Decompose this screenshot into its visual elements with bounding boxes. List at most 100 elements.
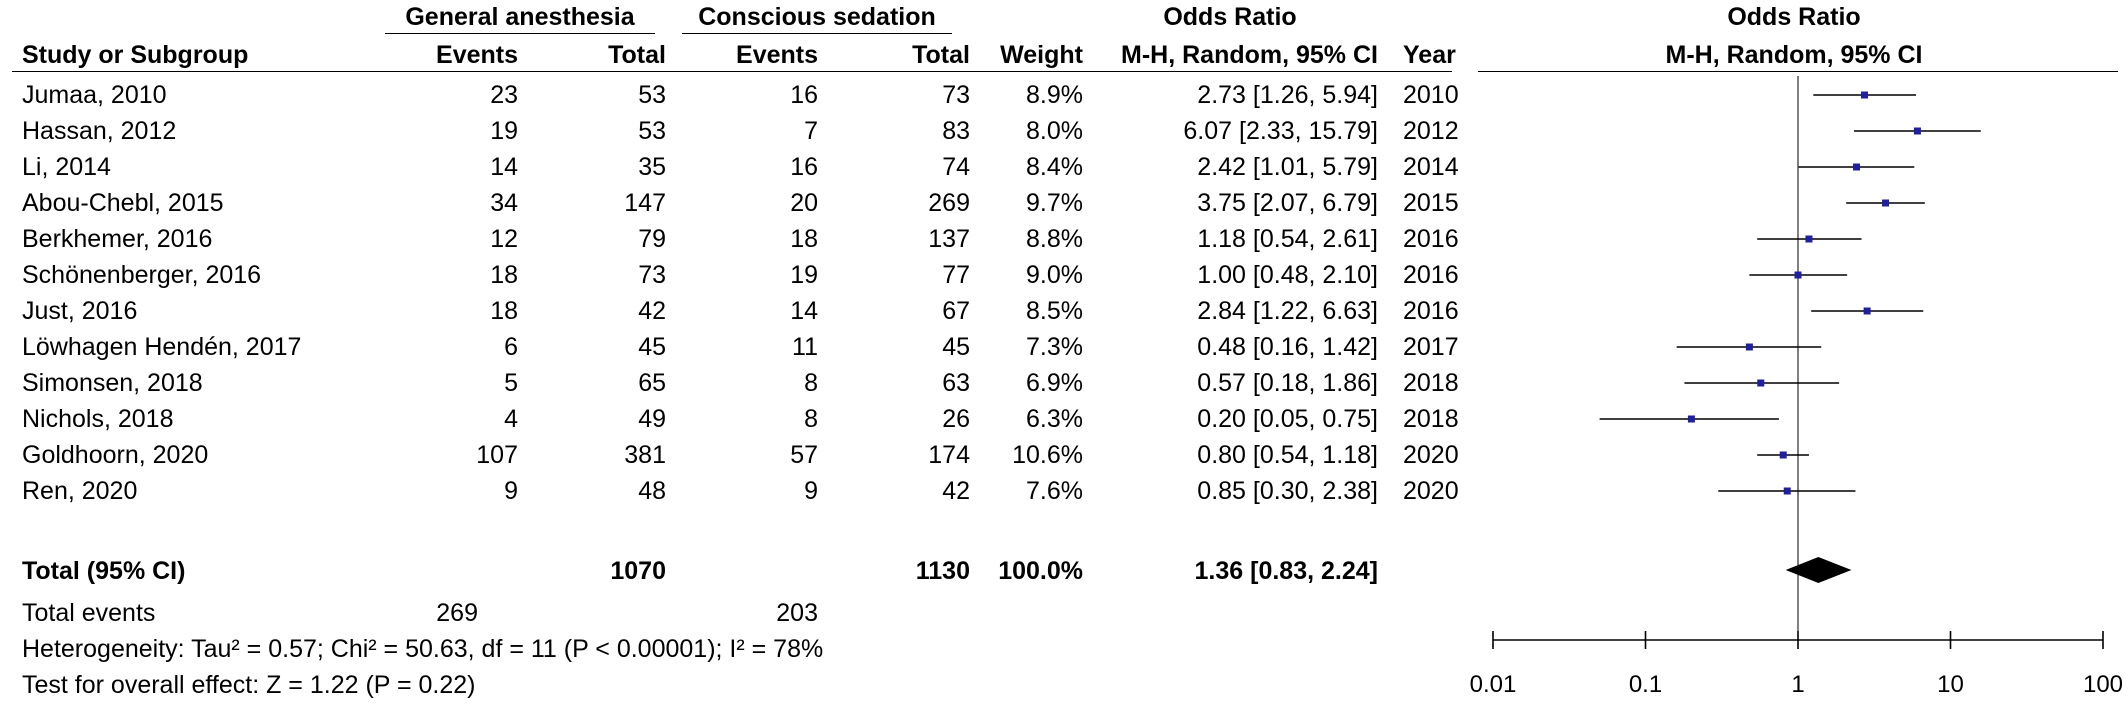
row-weight: 8.8%: [1026, 225, 1083, 253]
point-marker: [1913, 127, 1921, 135]
row-study: Abou-Chebl, 2015: [22, 189, 224, 217]
row-t2: 45: [942, 333, 970, 361]
row-t1: 53: [638, 81, 666, 109]
row-year: 2018: [1403, 405, 1459, 433]
point-marker: [1745, 343, 1753, 351]
row-e1: 107: [476, 441, 518, 469]
row-weight: 9.7%: [1026, 189, 1083, 217]
row-study: Hassan, 2012: [22, 117, 177, 145]
row-e1: 34: [490, 189, 518, 217]
row-e2: 8: [804, 369, 818, 397]
row-e1: 19: [490, 117, 518, 145]
year-column-header: Year: [1403, 41, 1456, 69]
row-ci: 0.48 [0.16, 1.42]: [1197, 333, 1378, 361]
x-tick-label: 100: [2083, 671, 2123, 698]
x-tick-label: 0.1: [1629, 671, 1662, 698]
row-study: Nichols, 2018: [22, 405, 174, 433]
events2-total: 203: [776, 599, 818, 627]
x-tick-label: 0.01: [1470, 671, 1517, 698]
row-study: Schönenberger, 2016: [22, 261, 262, 289]
point-marker: [1779, 451, 1787, 459]
row-ci: 2.84 [1.22, 6.63]: [1197, 297, 1378, 325]
plot-method-header: M-H, Random, 95% CI: [1665, 41, 1923, 69]
total1-column-header: Total: [608, 41, 666, 69]
row-e2: 14: [790, 297, 818, 325]
row-t1: 147: [624, 189, 666, 217]
row-study: Just, 2016: [22, 297, 138, 325]
or-header-top: Odds Ratio: [1163, 3, 1297, 31]
row-year: 2020: [1403, 441, 1459, 469]
row-ci: 0.20 [0.05, 0.75]: [1197, 405, 1378, 433]
row-e1: 4: [504, 405, 518, 433]
row-year: 2016: [1403, 261, 1459, 289]
row-year: 2018: [1403, 369, 1459, 397]
row-t1: 79: [638, 225, 666, 253]
total-ci: 1.36 [0.83, 2.24]: [1194, 557, 1378, 585]
row-ci: 3.75 [2.07, 6.79]: [1197, 189, 1378, 217]
total1-value: 1070: [610, 557, 666, 585]
row-year: 2014: [1403, 153, 1459, 181]
plot-header-top: Odds Ratio: [1727, 3, 1861, 31]
plot-header-underline: [1478, 71, 2118, 72]
point-marker: [1687, 415, 1695, 423]
row-ci: 0.80 [0.54, 1.18]: [1197, 441, 1378, 469]
row-year: 2016: [1403, 297, 1459, 325]
row-t1: 48: [638, 477, 666, 505]
row-e2: 9: [804, 477, 818, 505]
row-t2: 174: [928, 441, 970, 469]
row-e2: 7: [804, 117, 818, 145]
row-year: 2012: [1403, 117, 1459, 145]
row-e1: 23: [490, 81, 518, 109]
point-marker: [1805, 235, 1813, 243]
row-t2: 63: [942, 369, 970, 397]
row-year: 2020: [1403, 477, 1459, 505]
point-marker: [1794, 271, 1802, 279]
row-weight: 8.0%: [1026, 117, 1083, 145]
point-marker: [1882, 199, 1890, 207]
row-ci: 0.57 [0.18, 1.86]: [1197, 369, 1378, 397]
row-t1: 65: [638, 369, 666, 397]
row-t1: 42: [638, 297, 666, 325]
row-t2: 73: [942, 81, 970, 109]
row-t2: 83: [942, 117, 970, 145]
row-e1: 9: [504, 477, 518, 505]
row-e1: 14: [490, 153, 518, 181]
row-t1: 53: [638, 117, 666, 145]
row-t1: 35: [638, 153, 666, 181]
row-t2: 42: [942, 477, 970, 505]
row-t1: 45: [638, 333, 666, 361]
row-study: Ren, 2020: [22, 477, 138, 505]
header-underline: [12, 71, 1452, 72]
row-e2: 19: [790, 261, 818, 289]
point-marker: [1861, 91, 1869, 99]
row-t2: 67: [942, 297, 970, 325]
weight-column-header: Weight: [1000, 41, 1083, 69]
row-year: 2010: [1403, 81, 1459, 109]
row-ci: 6.07 [2.33, 15.79]: [1183, 117, 1378, 145]
row-e1: 5: [504, 369, 518, 397]
row-ci: 0.85 [0.30, 2.38]: [1197, 477, 1378, 505]
row-e2: 11: [792, 333, 818, 361]
method-column-header: M-H, Random, 95% CI: [1121, 41, 1378, 69]
total2-value: 1130: [915, 557, 970, 585]
row-weight: 6.9%: [1026, 369, 1083, 397]
point-marker: [1853, 163, 1861, 171]
row-year: 2017: [1403, 333, 1459, 361]
row-weight: 6.3%: [1026, 405, 1083, 433]
row-study: Löwhagen Hendén, 2017: [22, 333, 302, 361]
row-weight: 8.4%: [1026, 153, 1083, 181]
row-ci: 2.42 [1.01, 5.79]: [1197, 153, 1378, 181]
row-e2: 57: [790, 441, 818, 469]
row-e2: 16: [790, 81, 818, 109]
events-label: Total events: [22, 599, 156, 627]
row-t1: 381: [624, 441, 666, 469]
row-e2: 8: [804, 405, 818, 433]
study-column-header: Study or Subgroup: [22, 41, 249, 69]
overall-effect-text: Test for overall effect: Z = 1.22 (P = 0…: [22, 671, 476, 699]
row-study: Jumaa, 2010: [22, 81, 167, 109]
total-weight: 100.0%: [998, 557, 1083, 585]
row-study: Li, 2014: [22, 153, 111, 181]
row-t2: 77: [942, 261, 970, 289]
events1-column-header: Events: [436, 41, 518, 69]
